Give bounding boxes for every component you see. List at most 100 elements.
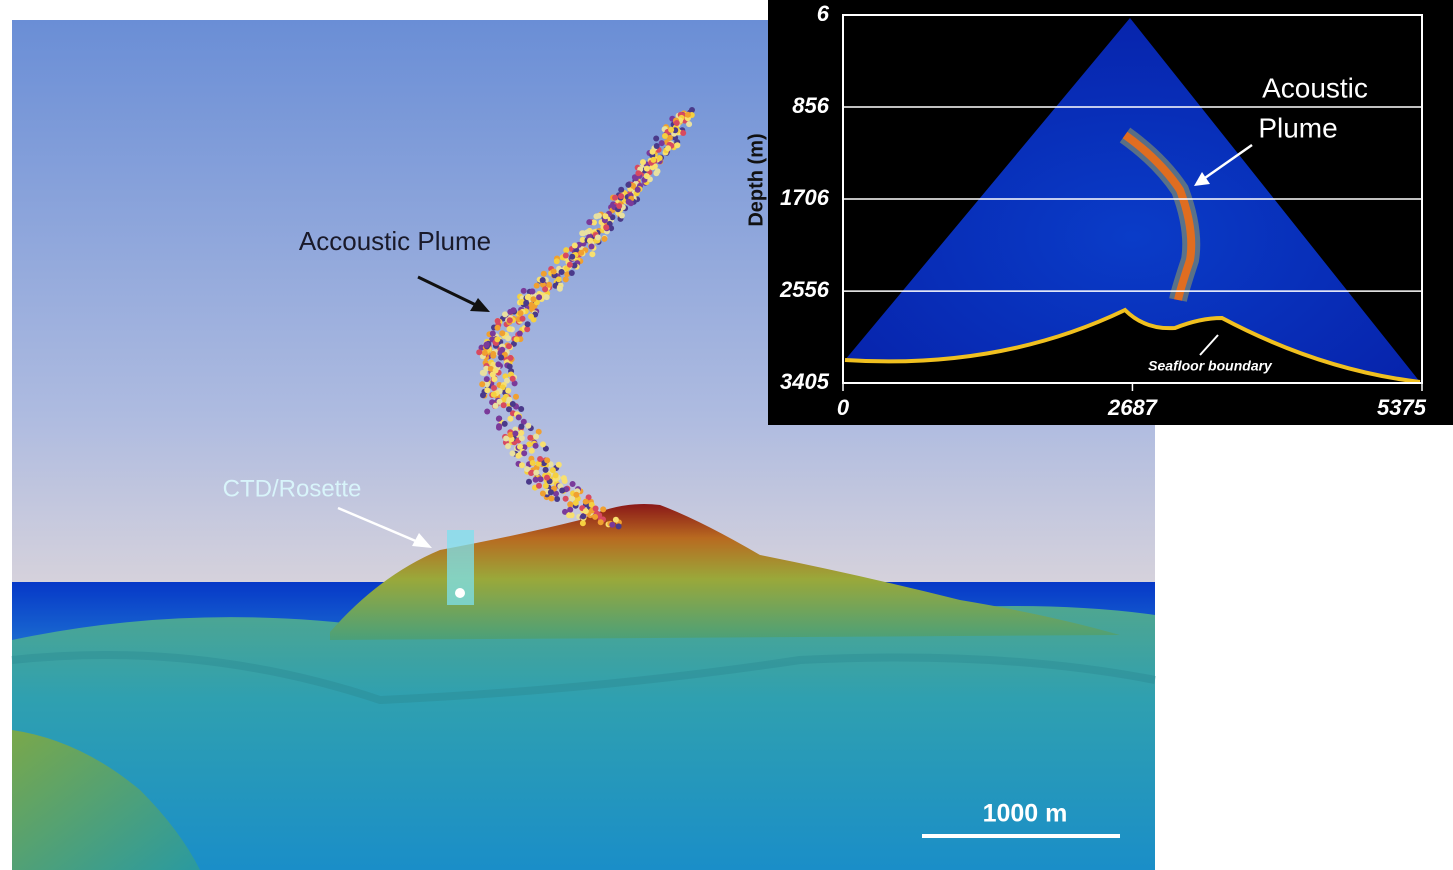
plume-dot [593, 506, 599, 512]
plume-dot [540, 491, 546, 497]
plume-dot [498, 355, 504, 361]
plume-dot [544, 457, 550, 463]
plume-dot [508, 355, 514, 361]
plume-dot [536, 483, 542, 489]
plume-dot [665, 145, 671, 151]
plume-dot [513, 394, 519, 400]
plume-dot [600, 506, 606, 512]
plume-dot [567, 501, 573, 507]
plume-dot [507, 317, 513, 323]
plume-dot [569, 254, 575, 260]
y-tick-label: 1706 [780, 185, 830, 210]
plume-dot [556, 276, 562, 282]
y-tick-label: 856 [792, 93, 829, 118]
plume-dot [635, 187, 641, 193]
plume-dot [519, 462, 525, 468]
plume-dot [525, 321, 531, 327]
plume-dot [536, 294, 542, 300]
plume-dot [653, 136, 659, 142]
plume-dot [529, 305, 535, 311]
plume-dot [476, 349, 482, 355]
plume-dot [507, 416, 513, 422]
plume-dot [517, 331, 523, 337]
plume-dot [548, 489, 554, 495]
plume-dot [507, 309, 513, 315]
y-tick-label: 6 [817, 1, 830, 26]
plume-dot [502, 311, 508, 317]
plume-dot [557, 286, 563, 292]
plume-dot [484, 387, 490, 393]
plume-dot [589, 244, 595, 250]
plume-dot [537, 456, 543, 462]
plume-dot [586, 219, 592, 225]
plume-dot [546, 282, 552, 288]
plume-dot [530, 296, 536, 302]
plume-dot [654, 143, 660, 149]
plume-dot [626, 199, 632, 205]
plume-dot [523, 300, 529, 306]
plume-dot [685, 112, 691, 118]
plume-label: Accoustic Plume [299, 226, 491, 256]
plume-dot [521, 288, 527, 294]
plume-dot [526, 479, 532, 485]
plume-dot [598, 519, 604, 525]
plume-dot [650, 149, 656, 155]
inset-plume-label: Acoustic [1262, 72, 1368, 103]
plume-dot [510, 450, 516, 456]
scale-bar-label: 1000 m [983, 800, 1068, 828]
plume-dot [518, 424, 524, 430]
plume-dot [650, 157, 656, 163]
plume-dot [592, 514, 598, 520]
plume-dot [563, 247, 569, 253]
plume-dot [499, 347, 505, 353]
plume-dot [578, 250, 584, 256]
plume-dot [559, 269, 565, 275]
seafloor [12, 606, 1155, 870]
plume-dot [674, 142, 680, 148]
plume-dot [533, 477, 539, 483]
plume-dot [674, 120, 680, 126]
plume-dot [518, 406, 524, 412]
plume-dot [612, 195, 618, 201]
plume-dot [551, 269, 557, 275]
plume-dot [492, 376, 498, 382]
plume-dot [553, 472, 559, 478]
plume-dot [525, 294, 531, 300]
plume-dot [499, 330, 505, 336]
plume-dot [540, 277, 546, 283]
plume-dot [583, 499, 589, 505]
plume-dot [573, 500, 579, 506]
plume-dot [550, 467, 556, 473]
plume-dot [484, 409, 490, 415]
inset: Depth (m) Acoustic Plume Seafloor bounda… [745, 0, 1453, 425]
plume-dot [603, 224, 609, 230]
plume-dot [603, 213, 609, 219]
ctd-label: CTD/Rosette [223, 475, 362, 502]
plume-dot [570, 481, 576, 487]
plume-dot [613, 517, 619, 523]
plume-dot [490, 331, 496, 337]
plume-dot [484, 341, 490, 347]
plume-dot [510, 401, 516, 407]
plume-dot [668, 127, 674, 133]
plume-dot [505, 388, 511, 394]
plume-dot [616, 523, 622, 529]
plume-dot [479, 381, 485, 387]
plume-dot [495, 318, 501, 324]
plume-dot [543, 483, 549, 489]
plume-dot [653, 170, 659, 176]
plume-dot [482, 350, 488, 356]
plume-dot [644, 173, 650, 179]
plume-dot [572, 243, 578, 249]
plume-dot [562, 478, 568, 484]
plume-dot [563, 496, 569, 502]
plume-dot [495, 325, 501, 331]
plume-dot [520, 316, 526, 322]
plume-dot [528, 314, 534, 320]
plume-dot [587, 238, 593, 244]
inset-plume-label: Plume [1258, 112, 1337, 143]
y-axis-label: Depth (m) [745, 133, 767, 226]
plume-dot [680, 130, 686, 136]
plume-dot [534, 283, 540, 289]
plume-dot [640, 159, 646, 165]
